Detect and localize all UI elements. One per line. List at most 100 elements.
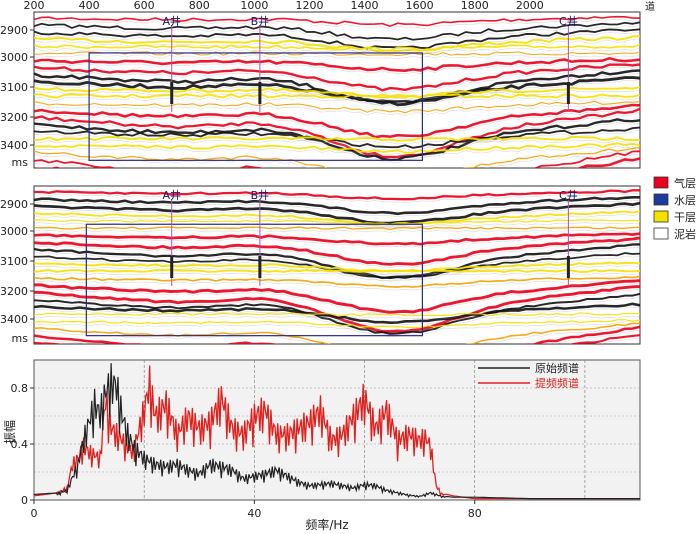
- seismic-event: [34, 292, 640, 335]
- seismic-event: [34, 269, 640, 273]
- seismic-event-trough: [34, 315, 640, 320]
- time-axis: 2900 3000 3100 3200 3400 ms: [0, 24, 34, 169]
- legend-entry: 原始频谱: [535, 361, 579, 375]
- legend-label: 水层: [674, 194, 696, 207]
- well-log-marker: [258, 82, 262, 104]
- well-log-marker: [566, 82, 570, 104]
- seismic-event-trough: [34, 289, 640, 335]
- seismic-event: [34, 219, 640, 225]
- seismic-event: [34, 196, 640, 216]
- seismic-event-trough: [34, 67, 640, 94]
- seismic-event-trough: [34, 145, 640, 157]
- seismic-event-trough: [34, 283, 640, 316]
- seismic-event: [34, 93, 640, 99]
- legend-label: 干层: [674, 211, 696, 224]
- seismic-event-trough: [34, 326, 640, 344]
- trace-tick-label: 800: [189, 0, 210, 12]
- x-tick-label: 80: [468, 507, 482, 520]
- seismic-event: [34, 21, 640, 41]
- y-tick-label: 0.8: [11, 382, 29, 395]
- seismic-event: [34, 135, 640, 142]
- seismic-event-trough: [34, 214, 640, 229]
- x-tick-label: 0: [31, 507, 38, 520]
- well-label: B井: [251, 14, 270, 28]
- time-tick-label: 2900: [0, 24, 28, 37]
- seismic-event-trough: [34, 240, 640, 268]
- seismic-event: [34, 322, 640, 344]
- time-tick-label: 3000: [0, 225, 28, 238]
- legend-swatch: [653, 227, 669, 240]
- time-tick-label: 3200: [0, 285, 28, 298]
- time-tick-label: 3100: [0, 255, 28, 268]
- seismic-event-trough: [34, 229, 640, 233]
- trace-tick-label: 600: [134, 0, 155, 12]
- time-tick-label: 2900: [0, 198, 28, 211]
- seismic-event-trough: [34, 54, 640, 59]
- seismic-event: [34, 302, 640, 324]
- seismic-event-trough: [34, 60, 640, 75]
- time-tick-label: 3200: [0, 111, 28, 124]
- seismic-event: [34, 325, 640, 344]
- trace-tick-label: 1400: [351, 0, 379, 12]
- well-label: A井: [162, 188, 181, 202]
- seismic-event-trough: [34, 193, 640, 203]
- seismic-event: [34, 56, 640, 72]
- seismic-event-trough: [34, 306, 640, 327]
- well-log-marker: [170, 256, 174, 278]
- legend-swatch: [653, 176, 669, 189]
- seismic-event-trough: [34, 322, 640, 331]
- seismic-event-trough: [34, 272, 640, 276]
- series-group: [34, 363, 640, 500]
- seismic-event-trough: [34, 32, 640, 52]
- seismic-event: [34, 63, 640, 92]
- legend-label: 气层: [674, 176, 696, 190]
- time-tick-label: 3400: [0, 313, 28, 326]
- seismic-event: [34, 252, 640, 280]
- seismic-event-trough: [34, 255, 640, 282]
- trace-tick-label: 200: [24, 0, 45, 12]
- seismic-event: [34, 76, 640, 107]
- seismic-event: [34, 261, 640, 273]
- trace-tick-label: 2000: [516, 0, 544, 12]
- seismic-event: [34, 142, 640, 154]
- trace-unit-label: 道: [645, 0, 655, 13]
- seismic-event: [34, 279, 640, 314]
- seismic-event: [34, 150, 640, 168]
- seismic-section-original: A井 B井 C井 2900 3000 3100 3200 3400 ms: [0, 11, 641, 169]
- seismic-event: [34, 35, 640, 52]
- seismic-event-trough: [34, 107, 640, 141]
- seismic-event: [34, 312, 640, 317]
- axes: 0 40 80 0 0.4 0.8 频率/Hz 振幅: [2, 382, 482, 532]
- y-tick-label: 0.4: [11, 438, 29, 451]
- seismic-section-enhanced: A井 B井 C井 2900 3000 3100 3200 3400 ms: [0, 185, 641, 345]
- time-axis: 2900 3000 3100 3200 3400 ms: [0, 198, 34, 345]
- section-overlay: A井 B井 C井: [85, 188, 578, 337]
- seismic-event-trough: [34, 279, 640, 291]
- seismic-event: [34, 15, 640, 28]
- seismic-event: [34, 100, 640, 114]
- time-unit-label: ms: [12, 156, 29, 169]
- seismic-event-trough: [34, 130, 640, 152]
- seismic-event: [34, 28, 640, 50]
- seismic-event: [34, 126, 640, 149]
- seismic-event: [34, 319, 640, 329]
- seismic-event: [34, 103, 640, 139]
- y-tick-label: 0: [21, 494, 28, 507]
- trace-tick-label: 1600: [406, 0, 434, 12]
- seismic-event-trough: [34, 139, 640, 145]
- trace-tick-label: 400: [79, 0, 100, 12]
- seismic-event: [34, 201, 640, 225]
- legend-entry: 提频频谱: [535, 376, 579, 390]
- legend-label: 泥岩: [674, 227, 696, 241]
- x-axis-label: 频率/Hz: [305, 517, 348, 532]
- well-label: B井: [251, 188, 270, 202]
- well-log-marker: [258, 256, 262, 278]
- well-label: C井: [559, 14, 578, 28]
- x-tick-label: 40: [247, 507, 261, 520]
- time-tick-label: 3100: [0, 81, 28, 94]
- well-label: A井: [162, 14, 181, 28]
- well-log-marker: [170, 82, 174, 104]
